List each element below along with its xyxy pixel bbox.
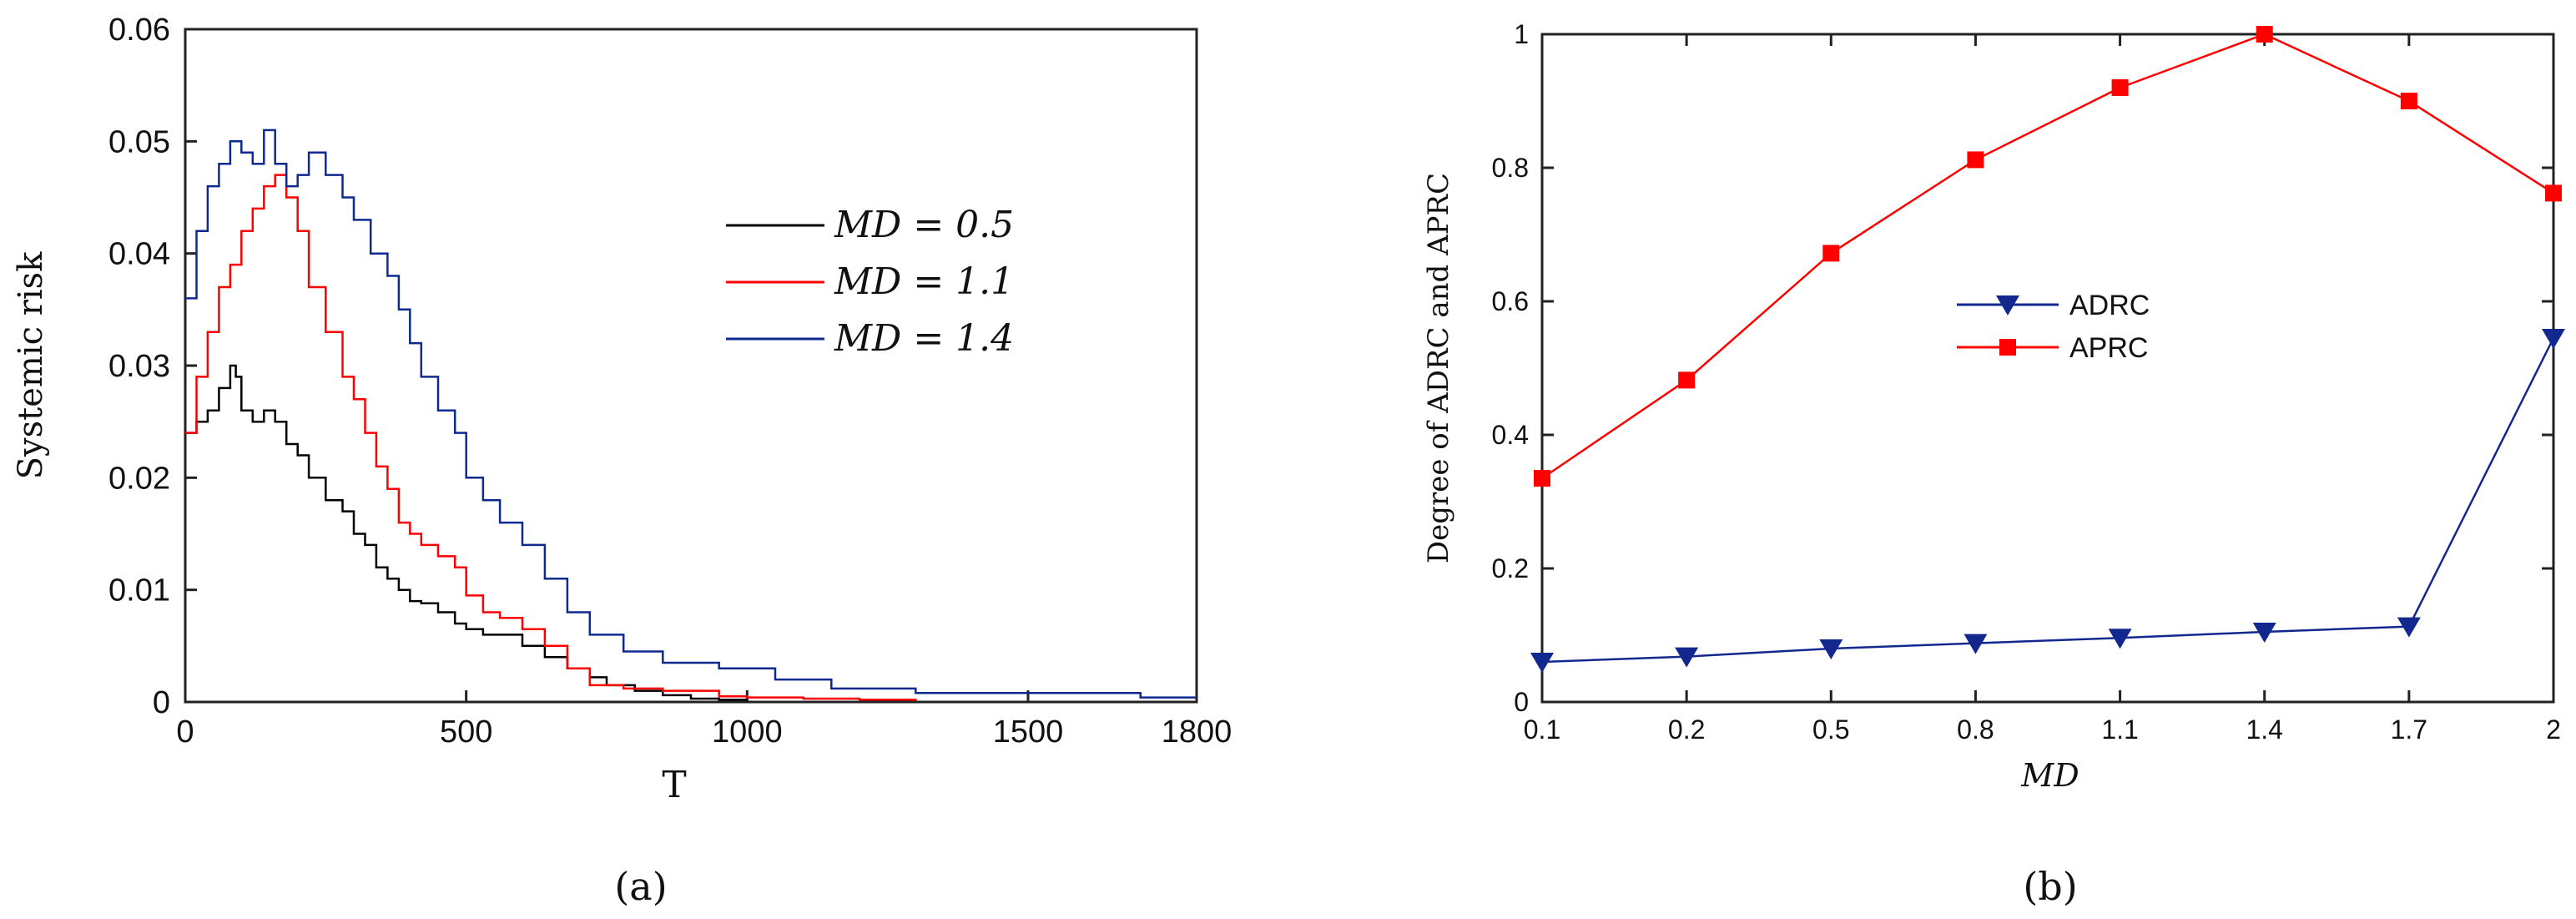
panel-a-x-axis-label: T: [662, 764, 686, 806]
panel-a-y-tick-label: 0.05: [108, 124, 170, 159]
panel-b-x-tick-label: 0.2: [1668, 714, 1705, 745]
data-point-aprc: [1967, 151, 1984, 169]
data-point-adrc: [2252, 623, 2276, 643]
panel-b-y-tick-label: 0.6: [1492, 286, 1529, 316]
panel-b-x-tick-label: 0.8: [1957, 714, 1994, 745]
panel-b-y-tick-label: 0: [1514, 687, 1529, 717]
legend-label-md-0-5: MD = 0.5: [834, 204, 1014, 246]
panel-a-x-tick-label: 0: [176, 714, 194, 750]
legend-marker-adrc: [1996, 295, 2019, 316]
panel-a-y-axis-label: Systemic risk: [12, 251, 50, 480]
panel-b-y-tick-label: 0.8: [1492, 153, 1529, 183]
panel-b-y-axis-label: Degree of ADRC and APRC: [1422, 173, 1455, 563]
panel-a-y-tick-label: 0.04: [108, 237, 170, 272]
panel-b-legend: ADRC APRC: [1957, 290, 2150, 364]
data-point-aprc: [1534, 470, 1550, 487]
panel-b-chart: 0 0.2 0.4 0.6 0.8 1 0.1 0.2 0.5 0.8 1.1 1.4 1.7 2 Deg…: [1422, 19, 2565, 909]
data-point-aprc: [2400, 93, 2417, 109]
series-line-adrc: [1541, 337, 2555, 664]
panel-b-x-tick-label: 0.1: [1524, 714, 1560, 745]
panel-a-x-tick-label: 500: [440, 714, 492, 750]
panel-a-legend: MD = 0.5 MD = 1.1 MD = 1.4: [726, 204, 1014, 360]
panel-a-plot-frame: [184, 28, 1198, 704]
panel-b-x-axis-label: MD: [2020, 757, 2079, 794]
series-line-md-0-5: [185, 364, 749, 701]
data-point-adrc: [1819, 639, 1843, 659]
data-point-aprc: [2256, 26, 2273, 43]
panel-a-x-tick-label: 1800: [1162, 714, 1233, 750]
panel-b-x-tick-label: 1.1: [2101, 714, 2138, 745]
legend-label-aprc: APRC: [2069, 332, 2148, 364]
panel-a-ticks: 0 0.01 0.02 0.03 0.04 0.05 0.06 0 500 1000 1500 180…: [108, 13, 1232, 750]
data-point-aprc: [1822, 245, 1840, 262]
data-point-adrc: [1964, 634, 1988, 654]
data-point-adrc: [2542, 329, 2565, 349]
panel-a-x-tick-label: 1500: [993, 714, 1064, 750]
panel-a-series: [185, 129, 1197, 701]
panel-a-chart: 0 0.01 0.02 0.03 0.04 0.05 0.06 0 500 1000 1500 180…: [12, 13, 1232, 909]
panel-a-y-tick-label: 0.02: [108, 461, 170, 496]
panel-b-x-tick-label: 0.5: [1812, 714, 1849, 745]
panel-b-series: [1530, 26, 2565, 673]
panel-b-y-tick-label: 0.4: [1492, 420, 1529, 450]
panel-a-x-tick-label: 1000: [712, 714, 783, 750]
panel-a-caption: (a): [614, 864, 667, 909]
panel-a-y-tick-label: 0.03: [108, 349, 170, 384]
panel-b-caption: (b): [2023, 864, 2077, 909]
panel-a-y-tick-label: 0: [153, 685, 170, 720]
panel-a-y-tick-label: 0.06: [108, 13, 170, 48]
panel-b-plot-frame: [1540, 33, 2555, 704]
legend-label-adrc: ADRC: [2069, 290, 2150, 321]
panel-b-y-tick-label: 1: [1514, 19, 1529, 49]
legend-marker-aprc: [1999, 339, 2016, 356]
panel-b-x-tick-label: 1.7: [2391, 714, 2427, 745]
data-point-aprc: [1678, 371, 1696, 389]
data-point-adrc: [1530, 653, 1554, 673]
data-point-adrc: [1675, 647, 1699, 668]
panel-a-y-tick-label: 0.01: [108, 573, 170, 608]
panel-b-x-tick-label: 2: [2546, 714, 2561, 745]
legend-label-md-1-1: MD = 1.1: [834, 260, 1014, 303]
data-point-aprc: [2545, 184, 2562, 202]
data-point-aprc: [2111, 79, 2129, 96]
panel-b-ticks: 0 0.2 0.4 0.6 0.8 1 0.1 0.2 0.5 0.8 1.1 1.4 1.7 2: [1492, 19, 2561, 745]
panel-b-x-tick-label: 1.4: [2246, 714, 2282, 745]
legend-label-md-1-4: MD = 1.4: [834, 317, 1014, 360]
series-line-md-1-1: [185, 174, 917, 701]
series-line-md-1-4: [185, 129, 1197, 699]
series-line-aprc: [1541, 33, 2554, 480]
data-point-adrc: [2397, 617, 2421, 638]
panel-b-y-tick-label: 0.2: [1492, 553, 1529, 583]
data-point-adrc: [2108, 629, 2132, 649]
